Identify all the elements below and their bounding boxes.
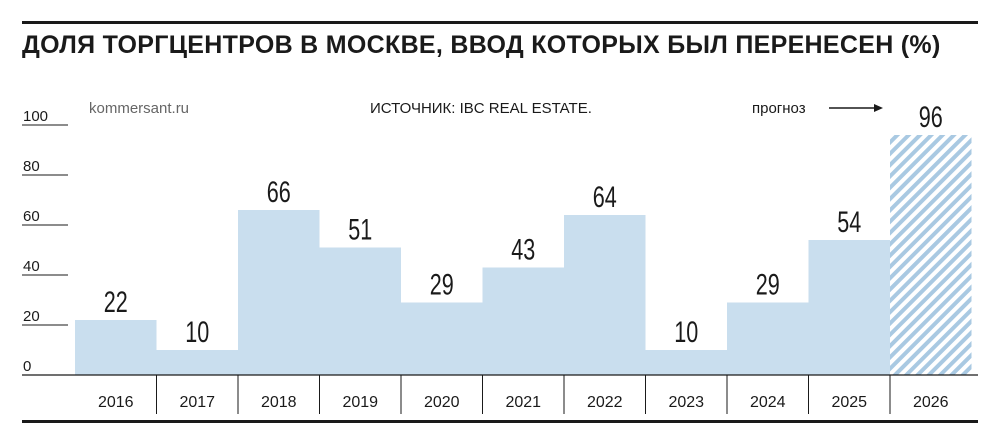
bar-forecast xyxy=(890,135,972,375)
forecast-arrow-icon xyxy=(829,104,883,112)
forecast-text: прогноз xyxy=(752,100,806,117)
bottom-rule xyxy=(22,420,978,423)
bar xyxy=(645,350,727,375)
bar-value-label: 22 xyxy=(104,284,128,318)
x-tick-label: 2021 xyxy=(505,394,541,411)
bar-value-label: 43 xyxy=(511,232,535,266)
y-tick-label: 60 xyxy=(23,208,40,225)
bar-value-label: 29 xyxy=(430,267,454,301)
y-tick-label: 20 xyxy=(23,308,40,325)
bar-value-label: 29 xyxy=(756,267,780,301)
x-tick-label: 2018 xyxy=(261,394,297,411)
bar xyxy=(564,215,646,375)
y-tick-label: 0 xyxy=(23,358,31,375)
source-text: ИСТОЧНИК: IBC REAL ESTATE. xyxy=(370,100,592,117)
x-axis: 2016 2017 2018 2019 2020 2021 2022 2023 2024 2025… xyxy=(22,374,978,414)
x-tick-label: 2024 xyxy=(750,394,786,411)
bar xyxy=(238,210,320,375)
x-tick-label: 2023 xyxy=(668,394,704,411)
y-tick-label: 40 xyxy=(23,258,40,275)
top-rule xyxy=(22,21,978,24)
bar-value-label: 64 xyxy=(593,179,617,213)
y-axis: 0 20 40 60 80 100 xyxy=(22,108,68,376)
y-tick-label: 80 xyxy=(23,158,40,175)
bar-value-label: 96 xyxy=(919,99,943,133)
bar xyxy=(808,240,890,375)
x-tick-label: 2020 xyxy=(424,394,460,411)
x-tick-label: 2026 xyxy=(913,394,949,411)
credit-text: kommersant.ru xyxy=(89,100,189,117)
bar-value-label: 66 xyxy=(267,174,291,208)
value-labels: 22 10 66 51 29 43 64 10 29 54 96 xyxy=(104,99,943,348)
x-tick-label: 2022 xyxy=(587,394,623,411)
chart-title: ДОЛЯ ТОРГЦЕНТРОВ В МОСКВЕ, ВВОД КОТОРЫХ … xyxy=(22,31,941,59)
bar xyxy=(156,350,238,375)
bar xyxy=(75,320,157,375)
bar xyxy=(482,267,564,375)
bar-value-label: 10 xyxy=(674,314,698,348)
bar-value-label: 51 xyxy=(348,212,372,246)
bar xyxy=(727,302,809,375)
bars xyxy=(75,135,972,375)
x-tick-label: 2016 xyxy=(98,394,134,411)
x-tick-label: 2019 xyxy=(342,394,378,411)
y-tick-label: 100 xyxy=(23,108,48,125)
bar xyxy=(401,302,483,375)
bar-value-label: 54 xyxy=(837,204,861,238)
x-tick-label: 2017 xyxy=(179,394,215,411)
x-tick-label: 2025 xyxy=(831,394,867,411)
bar-value-label: 10 xyxy=(185,314,209,348)
bar xyxy=(319,247,401,375)
